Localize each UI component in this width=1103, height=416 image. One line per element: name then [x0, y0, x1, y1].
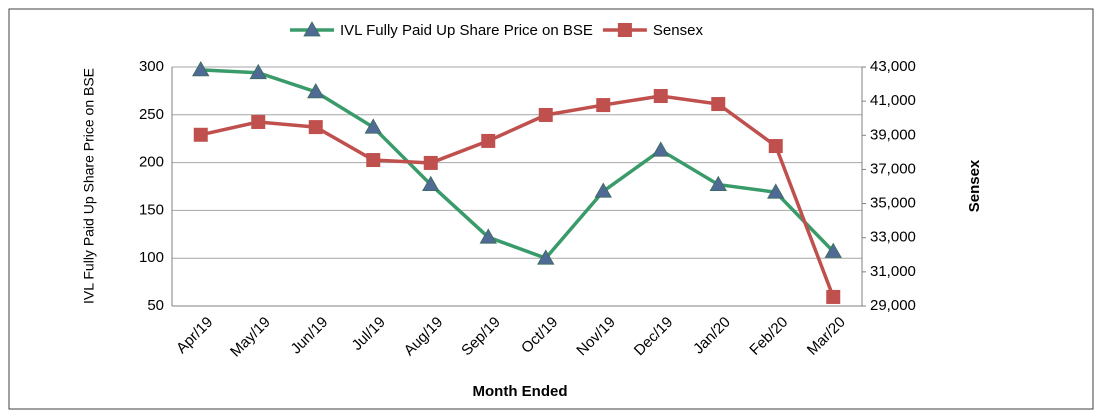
- y2-tick-label: 29,000: [870, 297, 916, 314]
- y-axis-title: IVL Fully Paid Up Share Price on BSE: [81, 68, 97, 304]
- series-marker: [652, 141, 670, 157]
- legend-label: Sensex: [653, 22, 704, 39]
- legend-marker: [303, 21, 321, 37]
- series-marker: [767, 183, 785, 199]
- y2-axis-title: Sensex: [966, 159, 983, 212]
- y2-tick-label: 35,000: [870, 195, 916, 212]
- chart-border: [8, 8, 1094, 410]
- series-marker: [481, 133, 496, 148]
- series-marker: [824, 242, 842, 258]
- series-line: [200, 94, 835, 298]
- y2-tick-label: 41,000: [870, 92, 916, 109]
- series-marker: [711, 97, 726, 112]
- series-marker: [709, 175, 727, 191]
- x-axis-title: Month Ended: [473, 383, 568, 400]
- series-marker: [538, 107, 553, 122]
- series-marker: [366, 153, 381, 168]
- y-tick-label: 150: [139, 201, 164, 218]
- series-marker: [768, 139, 783, 154]
- y2-tick-label: 33,000: [870, 229, 916, 246]
- y2-tick-label: 39,000: [870, 126, 916, 143]
- series-marker: [192, 61, 210, 77]
- y-tick-label: 250: [139, 106, 164, 123]
- series-marker: [307, 83, 325, 99]
- series-marker: [423, 155, 438, 170]
- legend-marker: [617, 23, 632, 37]
- y-tick-label: 50: [147, 297, 164, 314]
- y2-tick-label: 43,000: [870, 58, 916, 75]
- y-tick-label: 300: [139, 58, 164, 75]
- series-marker: [422, 175, 440, 191]
- y-tick-label: 200: [139, 154, 164, 171]
- series-marker: [479, 228, 497, 244]
- series-marker: [653, 89, 668, 104]
- series-marker: [537, 249, 555, 265]
- y2-tick-label: 37,000: [870, 160, 916, 177]
- series-marker: [596, 98, 611, 113]
- series-marker: [308, 120, 323, 135]
- series-marker: [249, 63, 267, 80]
- series-marker: [594, 182, 612, 198]
- series-marker: [826, 289, 841, 304]
- series-line: [200, 68, 835, 261]
- series-marker: [364, 118, 382, 134]
- y2-tick-label: 31,000: [870, 263, 916, 280]
- legend-label: IVL Fully Paid Up Share Price on BSE: [340, 22, 593, 39]
- series-marker: [251, 114, 266, 129]
- series-marker: [193, 127, 208, 142]
- y-tick-label: 100: [139, 249, 164, 266]
